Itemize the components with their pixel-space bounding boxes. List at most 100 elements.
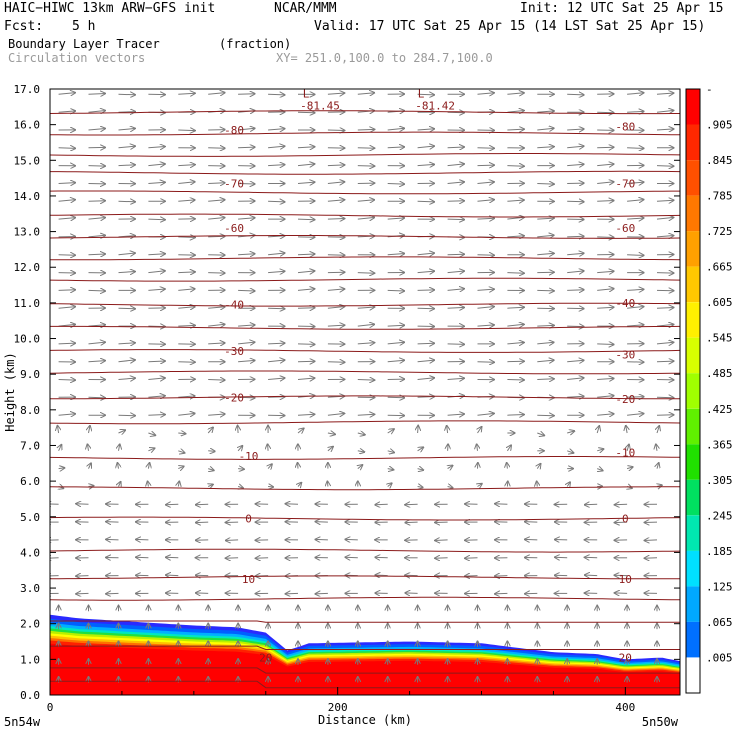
- contour-label: -80: [615, 120, 635, 133]
- vector-arrow: [178, 362, 195, 363]
- vector-arrow: [208, 93, 225, 95]
- x-tick-label: 400: [615, 701, 635, 714]
- vector-arrow: [657, 463, 659, 469]
- vector-arrow: [357, 433, 366, 435]
- vector-arrow: [627, 255, 644, 256]
- vector-arrow: [178, 200, 195, 201]
- vector-arrow: [165, 575, 179, 576]
- vector-arrow: [88, 94, 106, 95]
- valid-time: Valid: 17 UTC Sat 25 Apr 15 (14 LST Sat …: [314, 19, 706, 34]
- vector-arrow: [297, 378, 315, 380]
- colorbar-label: .245: [706, 509, 733, 522]
- vector-arrow: [447, 425, 448, 434]
- vector-arrow: [136, 539, 149, 540]
- vector-arrow: [327, 433, 336, 434]
- vector-arrow: [597, 396, 614, 398]
- vector-arrow: [119, 481, 121, 486]
- vector-arrow: [405, 593, 418, 594]
- vector-arrow: [268, 378, 285, 380]
- vector-arrow: [208, 469, 214, 471]
- vector-arrow: [537, 379, 554, 380]
- contour-line: [50, 395, 680, 400]
- vector-arrow: [627, 444, 629, 451]
- contour-label: 10: [242, 573, 255, 586]
- vector-arrow: [148, 147, 165, 148]
- colorbar-label: .485: [706, 367, 733, 380]
- vector-arrow: [567, 271, 584, 273]
- colorbar-cell: [686, 373, 700, 409]
- vector-arrow: [106, 593, 119, 594]
- vector-arrow: [465, 576, 478, 577]
- vector-arrow: [117, 463, 118, 469]
- vector-arrow: [327, 165, 345, 166]
- colorbar-label: .785: [706, 190, 733, 203]
- vector-arrow: [238, 397, 255, 398]
- vector-arrow: [656, 308, 674, 309]
- vector-arrow: [447, 112, 465, 113]
- vector-arrow: [417, 129, 435, 130]
- colorbar-cell: [686, 302, 700, 338]
- vector-arrow: [417, 253, 435, 255]
- vector-arrow: [148, 271, 165, 273]
- colorbar-label: .665: [706, 261, 733, 274]
- vector-arrow: [327, 413, 345, 415]
- vector-arrow: [208, 307, 225, 308]
- vector-arrow: [537, 111, 554, 112]
- vector-arrow: [387, 290, 405, 291]
- vector-arrow: [417, 94, 435, 95]
- vector-arrow: [584, 575, 598, 576]
- vector-arrow: [148, 433, 155, 435]
- vector-arrow: [327, 481, 328, 487]
- colorbar-label: .305: [706, 474, 733, 487]
- fcst-value: 5 h: [72, 19, 96, 34]
- colorbar-cell: [686, 515, 700, 551]
- y-tick-label: 15.0: [14, 154, 41, 167]
- vector-arrow: [297, 289, 315, 291]
- vector-arrow: [447, 378, 465, 379]
- vector-arrow: [387, 342, 405, 344]
- vector-arrow: [507, 462, 508, 469]
- vector-arrow: [507, 307, 524, 308]
- vector-arrow: [627, 218, 644, 219]
- vector-arrow: [178, 165, 195, 166]
- vector-arrow: [656, 217, 674, 219]
- vector-arrow: [584, 557, 598, 558]
- minimum-letter: L: [418, 88, 425, 101]
- vector-arrow: [297, 271, 315, 273]
- contour-line: [50, 325, 680, 330]
- vector-arrow: [375, 504, 388, 505]
- vector-arrow: [537, 463, 541, 468]
- vector-arrow: [387, 360, 405, 362]
- vector-arrow: [417, 164, 435, 165]
- vector-arrow: [327, 130, 345, 131]
- vector-arrow: [238, 218, 255, 219]
- vector-arrow: [507, 200, 524, 201]
- vector-arrow: [178, 413, 195, 415]
- vector-arrow: [358, 465, 363, 469]
- vector-arrow: [417, 308, 435, 309]
- contour-label: -60: [224, 222, 244, 235]
- x-axis: 0 200 400: [47, 687, 635, 714]
- colorbar-cell: [686, 231, 700, 267]
- vector-arrow: [627, 111, 644, 112]
- vector-arrow: [225, 540, 239, 541]
- y-axis-title: Height (km): [3, 352, 17, 431]
- vector-arrow: [447, 289, 465, 291]
- vector-arrow: [118, 272, 136, 273]
- vector-arrow: [58, 111, 76, 112]
- vector-arrow: [507, 342, 524, 344]
- vector-arrow: [656, 397, 674, 398]
- vector-arrow: [297, 147, 315, 148]
- init-time: Init: 12 UTC Sat 25 Apr 15: [520, 1, 724, 16]
- vector-arrow: [238, 360, 255, 361]
- vector-arrow: [357, 380, 375, 381]
- y-tick-label: 16.0: [14, 119, 41, 132]
- vector-arrow: [584, 504, 598, 505]
- contour-label: -20: [615, 393, 635, 406]
- y-tick-label: 1.0: [20, 653, 40, 666]
- vector-arrow: [178, 325, 195, 326]
- vector-arrow: [88, 218, 106, 220]
- vector-arrow: [524, 522, 538, 523]
- vector-arrow: [597, 147, 614, 148]
- contour-label: 20: [259, 652, 272, 665]
